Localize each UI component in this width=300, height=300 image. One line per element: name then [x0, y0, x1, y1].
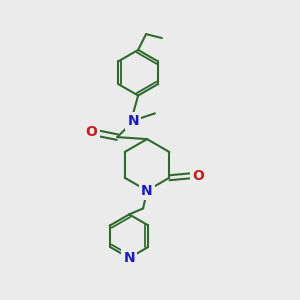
Text: N: N: [123, 251, 135, 265]
Text: N: N: [141, 184, 153, 198]
Text: O: O: [85, 125, 98, 139]
Text: O: O: [192, 169, 204, 183]
Text: N: N: [127, 114, 139, 128]
